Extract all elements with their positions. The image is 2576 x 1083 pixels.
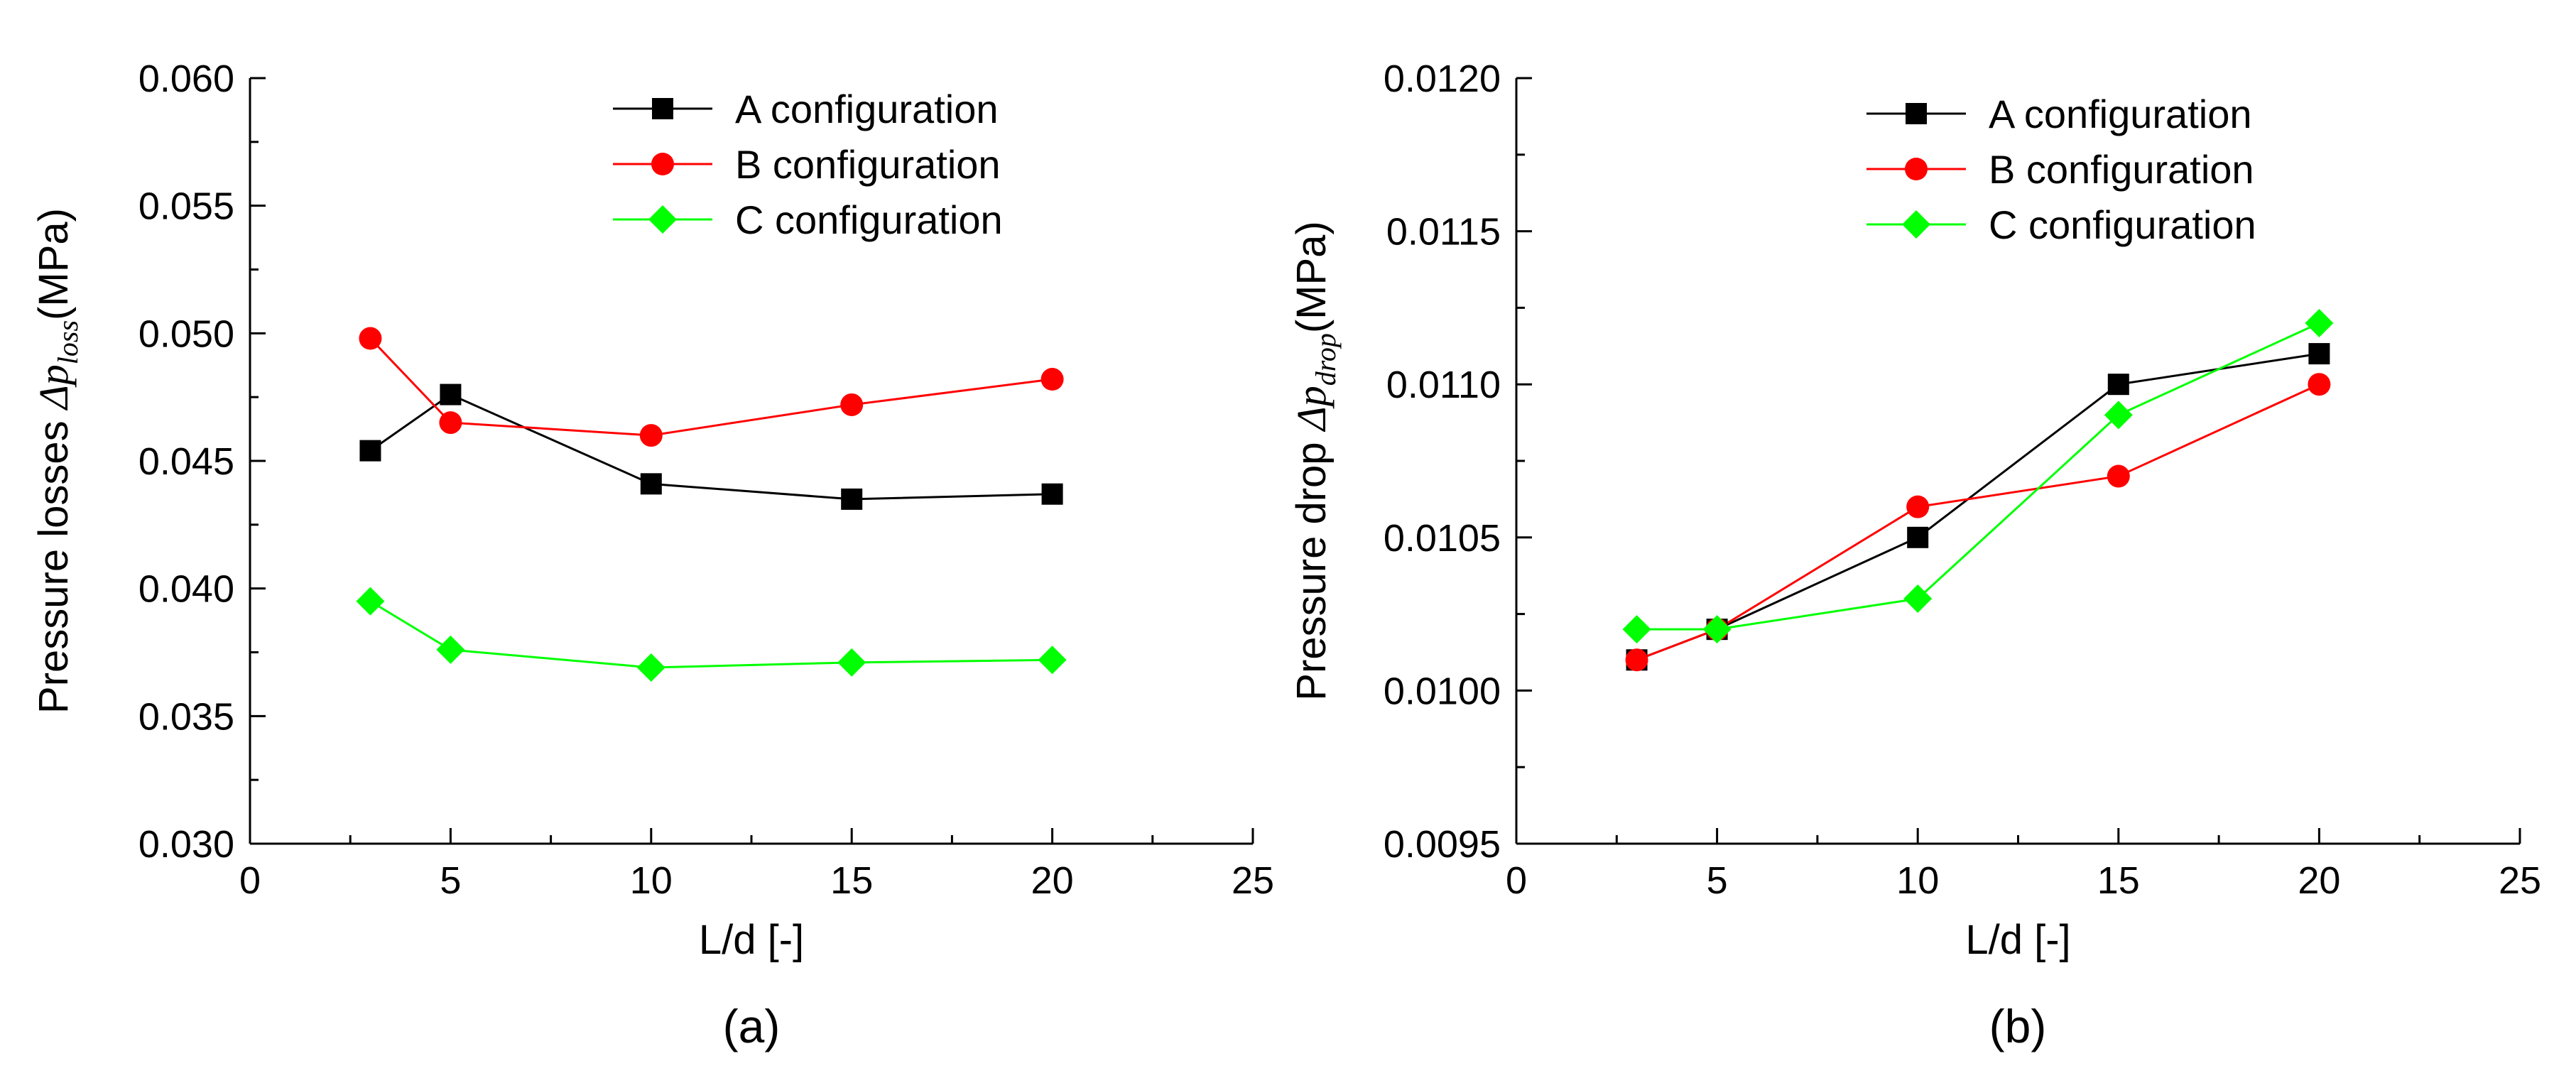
data-point bbox=[1906, 495, 1930, 518]
y-tick-label: 0.0100 bbox=[1384, 670, 1501, 712]
legend-marker bbox=[1902, 210, 1930, 239]
data-point bbox=[2308, 373, 2331, 396]
panel-label: (a) bbox=[723, 1000, 781, 1052]
data-point bbox=[2305, 308, 2334, 337]
data-point bbox=[636, 653, 665, 682]
legend-label: A configuration bbox=[1989, 92, 2251, 136]
data-point bbox=[359, 440, 381, 462]
y-axis-label-prefix: Pressure drop bbox=[1288, 430, 1335, 700]
x-axis-label: L/d [-] bbox=[699, 917, 804, 963]
series-line-3 bbox=[1636, 322, 2320, 631]
x-tick-label: 20 bbox=[2298, 859, 2340, 902]
data-point bbox=[2107, 464, 2130, 488]
data-point bbox=[837, 648, 866, 677]
series-line-3 bbox=[369, 600, 1053, 669]
data-point bbox=[1702, 615, 1732, 644]
y-tick-label: 0.0110 bbox=[1386, 364, 1501, 406]
y-tick-label: 0.0095 bbox=[1384, 823, 1501, 866]
panel-label: (b) bbox=[1989, 1000, 2047, 1052]
x-tick-label: 5 bbox=[440, 859, 461, 902]
y-axis-label-subscript: loss bbox=[52, 320, 84, 364]
y-tick-label: 0.045 bbox=[138, 440, 234, 483]
data-point bbox=[2104, 401, 2133, 430]
data-point bbox=[439, 411, 462, 435]
data-point bbox=[359, 327, 382, 350]
legend-marker bbox=[651, 153, 674, 175]
x-tick-label: 5 bbox=[1707, 859, 1728, 902]
data-point bbox=[1040, 368, 1064, 391]
y-tick-label: 0.030 bbox=[138, 823, 234, 866]
data-point bbox=[840, 393, 864, 416]
x-tick-label: 10 bbox=[1896, 859, 1939, 902]
x-tick-label: 20 bbox=[1031, 859, 1074, 902]
y-axis-label-prefix: Pressure losses bbox=[31, 409, 77, 714]
data-point bbox=[1907, 526, 1929, 548]
y-tick-label: 0.055 bbox=[138, 185, 234, 228]
data-point bbox=[1038, 646, 1067, 675]
legend-label: B configuration bbox=[735, 142, 1001, 187]
series-line-1 bbox=[369, 393, 1053, 501]
x-tick-label: 15 bbox=[830, 859, 873, 902]
y-tick-label: 0.035 bbox=[138, 695, 234, 738]
chart-panel-b: 0 5 10 15 20 25 0.0095 0.0100 0.0105 0.0110 0.0115… bbox=[1288, 58, 2541, 1052]
y-axis-label-subscript: drop bbox=[1310, 333, 1342, 386]
y-tick-label: 0.040 bbox=[138, 568, 234, 611]
data-point bbox=[841, 488, 863, 510]
y-tick-label: 0.0115 bbox=[1386, 211, 1501, 254]
data-point bbox=[1041, 483, 1063, 505]
legend-marker bbox=[648, 205, 677, 234]
legend-label: C configuration bbox=[1989, 202, 2256, 247]
x-axis-label: L/d [-] bbox=[1965, 917, 2070, 963]
y-axis-label-suffix: (MPa) bbox=[31, 208, 77, 320]
legend-label: C configuration bbox=[735, 197, 1003, 242]
legend-label: A configuration bbox=[735, 87, 998, 131]
data-point bbox=[356, 587, 385, 616]
y-axis-label-symbol: Δp bbox=[31, 364, 77, 410]
y-axis-label-suffix: (MPa) bbox=[1288, 221, 1335, 333]
x-tick-label: 0 bbox=[1506, 859, 1527, 902]
x-tick-label: 25 bbox=[2499, 859, 2541, 902]
x-tick-label: 25 bbox=[1232, 859, 1274, 902]
data-point bbox=[640, 473, 662, 495]
data-point bbox=[2308, 343, 2330, 365]
y-tick-label: 0.050 bbox=[138, 312, 234, 355]
y-tick-label: 0.0105 bbox=[1384, 517, 1501, 560]
data-point bbox=[639, 424, 663, 447]
data-point bbox=[1903, 584, 1933, 614]
x-tick-label: 15 bbox=[2097, 859, 2140, 902]
series-line-2 bbox=[369, 337, 1053, 437]
y-axis-label-symbol: Δp bbox=[1288, 386, 1335, 432]
y-tick-label: 0.060 bbox=[138, 58, 234, 100]
data-point bbox=[1625, 648, 1648, 672]
y-tick-label: 0.0120 bbox=[1384, 58, 1501, 100]
series-line-1 bbox=[1636, 352, 2320, 661]
x-tick-label: 10 bbox=[630, 859, 673, 902]
legend-marker bbox=[1905, 158, 1928, 180]
legend-marker bbox=[652, 98, 673, 119]
x-tick-label: 0 bbox=[239, 859, 261, 902]
data-point bbox=[1622, 615, 1651, 644]
legend-marker bbox=[1906, 103, 1927, 124]
data-point bbox=[2107, 374, 2129, 396]
legend-label: B configuration bbox=[1989, 147, 2254, 192]
y-axis-label: Pressure drop Δpdrop(MPa) bbox=[1288, 221, 1342, 700]
y-axis-label: Pressure losses Δploss(MPa) bbox=[31, 208, 84, 714]
data-point bbox=[440, 383, 462, 406]
chart-panel-a: 0 5 10 15 20 25 0.030 0.035 0.040 0.045 0.050 0.055… bbox=[31, 58, 1274, 1052]
data-point bbox=[436, 635, 465, 664]
